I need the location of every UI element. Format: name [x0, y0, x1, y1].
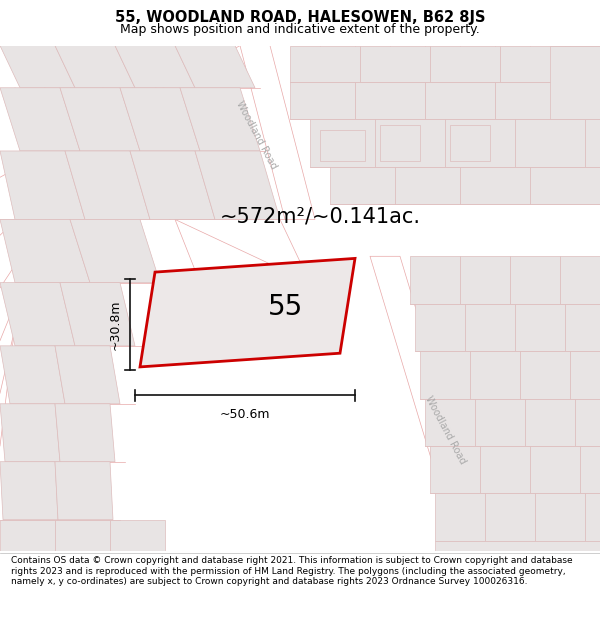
Polygon shape	[450, 124, 490, 161]
Polygon shape	[585, 119, 600, 167]
Polygon shape	[425, 399, 475, 446]
Polygon shape	[565, 82, 600, 119]
Text: ~50.6m: ~50.6m	[220, 408, 270, 421]
Polygon shape	[550, 46, 600, 119]
Polygon shape	[310, 119, 375, 167]
Polygon shape	[320, 130, 365, 161]
Polygon shape	[420, 351, 470, 399]
Polygon shape	[355, 82, 425, 119]
Polygon shape	[130, 151, 215, 219]
Polygon shape	[55, 462, 113, 519]
Polygon shape	[0, 151, 85, 219]
Polygon shape	[510, 256, 560, 304]
Polygon shape	[0, 88, 80, 151]
Text: 55: 55	[268, 293, 302, 321]
Polygon shape	[370, 256, 470, 488]
Polygon shape	[530, 446, 580, 493]
Polygon shape	[425, 82, 495, 119]
Polygon shape	[460, 167, 530, 204]
Polygon shape	[175, 219, 310, 282]
Polygon shape	[395, 167, 460, 204]
Text: Contains OS data © Crown copyright and database right 2021. This information is : Contains OS data © Crown copyright and d…	[11, 556, 572, 586]
Polygon shape	[415, 304, 465, 351]
Polygon shape	[410, 256, 460, 304]
Polygon shape	[445, 119, 515, 167]
Polygon shape	[375, 119, 445, 167]
Polygon shape	[0, 346, 65, 404]
Polygon shape	[70, 219, 160, 282]
Polygon shape	[480, 446, 530, 493]
Polygon shape	[515, 119, 585, 167]
Polygon shape	[60, 282, 135, 346]
Polygon shape	[525, 399, 575, 446]
Text: 55, WOODLAND ROAD, HALESOWEN, B62 8JS: 55, WOODLAND ROAD, HALESOWEN, B62 8JS	[115, 10, 485, 25]
Polygon shape	[570, 46, 600, 82]
Polygon shape	[485, 493, 535, 541]
Polygon shape	[0, 404, 60, 462]
Polygon shape	[435, 493, 485, 541]
Polygon shape	[530, 167, 600, 204]
Text: ~572m²/~0.141ac.: ~572m²/~0.141ac.	[220, 206, 421, 226]
Polygon shape	[500, 46, 570, 82]
Polygon shape	[55, 519, 110, 551]
Polygon shape	[380, 124, 420, 161]
Polygon shape	[565, 304, 600, 351]
Polygon shape	[360, 46, 430, 82]
Polygon shape	[55, 346, 120, 404]
Polygon shape	[55, 46, 135, 88]
Polygon shape	[55, 404, 115, 462]
Polygon shape	[430, 46, 500, 82]
Polygon shape	[515, 304, 565, 351]
Polygon shape	[520, 351, 570, 399]
Polygon shape	[0, 46, 75, 88]
Polygon shape	[0, 219, 90, 282]
Polygon shape	[290, 82, 355, 119]
Polygon shape	[465, 304, 515, 351]
Polygon shape	[140, 258, 355, 367]
Polygon shape	[0, 282, 75, 346]
Polygon shape	[330, 167, 395, 204]
Polygon shape	[585, 493, 600, 541]
Polygon shape	[535, 493, 585, 541]
Text: Map shows position and indicative extent of the property.: Map shows position and indicative extent…	[120, 22, 480, 36]
Polygon shape	[180, 88, 260, 151]
Polygon shape	[495, 82, 565, 119]
Polygon shape	[60, 88, 140, 151]
Polygon shape	[470, 351, 520, 399]
Polygon shape	[575, 399, 600, 446]
Polygon shape	[195, 151, 280, 219]
Polygon shape	[110, 519, 165, 551]
Polygon shape	[435, 541, 600, 551]
Polygon shape	[175, 46, 255, 88]
Polygon shape	[430, 446, 480, 493]
Polygon shape	[560, 256, 600, 304]
Polygon shape	[0, 519, 55, 551]
Polygon shape	[475, 399, 525, 446]
Text: ~30.8m: ~30.8m	[109, 299, 122, 350]
Polygon shape	[0, 462, 58, 519]
Polygon shape	[570, 351, 600, 399]
Text: Woodland Road: Woodland Road	[234, 99, 278, 171]
Polygon shape	[65, 151, 150, 219]
Text: Woodland Road: Woodland Road	[423, 394, 467, 466]
Polygon shape	[240, 46, 315, 219]
Polygon shape	[115, 46, 195, 88]
Polygon shape	[290, 46, 360, 82]
Polygon shape	[460, 256, 510, 304]
Polygon shape	[580, 446, 600, 493]
Polygon shape	[120, 88, 200, 151]
